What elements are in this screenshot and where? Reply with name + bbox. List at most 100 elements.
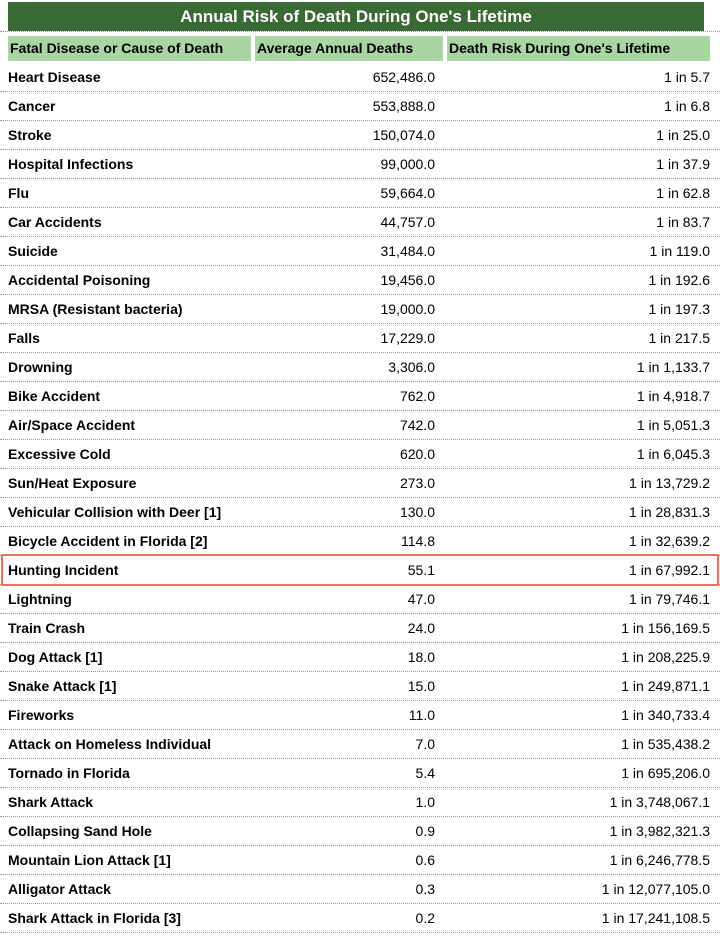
cause-cell: Shark Attack in Florida [3] xyxy=(8,910,181,926)
title-section: Annual Risk of Death During One's Lifeti… xyxy=(0,0,720,32)
cause-cell: Falls xyxy=(8,330,40,346)
cause-cell: Vehicular Collision with Deer [1] xyxy=(8,504,222,520)
deaths-cell: 15.0 xyxy=(407,678,435,694)
column-header-cause: Fatal Disease or Cause of Death xyxy=(8,36,251,61)
risk-cell: 1 in 32,639.2 xyxy=(629,533,710,549)
cause-cell: Suicide xyxy=(8,243,58,259)
risk-cell: 1 in 535,438.2 xyxy=(621,736,710,752)
table-row: Alligator Attack 0.3 1 in 12,077,105.0 xyxy=(0,875,720,904)
risk-cell: 1 in 119.0 xyxy=(649,243,710,259)
table-row: Stroke 150,074.0 1 in 25.0 xyxy=(0,121,720,150)
table-row: Attack on Homeless Individual 7.0 1 in 5… xyxy=(0,730,720,759)
deaths-cell: 620.0 xyxy=(399,446,435,462)
table-row: Shark Attack in Florida [3] 0.2 1 in 17,… xyxy=(0,904,720,933)
deaths-cell: 553,888.0 xyxy=(372,98,435,114)
table-row: Air/Space Accident 742.0 1 in 5,051.3 xyxy=(0,411,720,440)
deaths-cell: 31,484.0 xyxy=(380,243,436,259)
cause-cell: Lightning xyxy=(8,591,72,607)
table-row: Flu 59,664.0 1 in 62.8 xyxy=(0,179,720,208)
deaths-cell: 59,664.0 xyxy=(380,185,436,201)
cause-cell: Drowning xyxy=(8,359,73,375)
risk-cell: 1 in 249,871.1 xyxy=(621,678,710,694)
deaths-cell: 7.0 xyxy=(415,736,435,752)
risk-cell: 1 in 1,133.7 xyxy=(636,359,710,375)
table-row: Tornado in Florida 5.4 1 in 695,206.0 xyxy=(0,759,720,788)
risk-cell: 1 in 208,225.9 xyxy=(621,649,710,665)
risk-cell: 1 in 192.6 xyxy=(648,272,711,288)
cause-cell: Hospital Infections xyxy=(8,156,134,172)
risk-cell: 1 in 6,246,778.5 xyxy=(609,852,710,868)
risk-cell: 1 in 3,748,067.1 xyxy=(609,794,710,810)
cause-cell: Tornado in Florida xyxy=(8,765,130,781)
table-row: Falls 17,229.0 1 in 217.5 xyxy=(0,324,720,353)
cause-cell: Dog Attack [1] xyxy=(8,649,103,665)
cause-cell: Excessive Cold xyxy=(8,446,111,462)
cause-cell: Train Crash xyxy=(8,620,86,636)
deaths-cell: 0.9 xyxy=(415,823,435,839)
table-row: Suicide 31,484.0 1 in 119.0 xyxy=(0,237,720,266)
table-row: Snake Attack [1] 15.0 1 in 249,871.1 xyxy=(0,672,720,701)
cause-cell: Air/Space Accident xyxy=(8,417,136,433)
risk-cell: 1 in 6,045.3 xyxy=(636,446,710,462)
cause-cell: Attack on Homeless Individual xyxy=(8,736,212,752)
deaths-cell: 0.2 xyxy=(415,910,435,926)
risk-cell: 1 in 25.0 xyxy=(656,127,710,143)
deaths-cell: 652,486.0 xyxy=(372,69,435,85)
table-row: MRSA (Resistant bacteria) 19,000.0 1 in … xyxy=(0,295,720,324)
table-row: Lightning 47.0 1 in 79,746.1 xyxy=(0,585,720,614)
table-row: Excessive Cold 620.0 1 in 6,045.3 xyxy=(0,440,720,469)
column-header-risk: Death Risk During One's Lifetime xyxy=(447,36,710,61)
table-title: Annual Risk of Death During One's Lifeti… xyxy=(8,2,704,31)
cause-cell: Heart Disease xyxy=(8,69,101,85)
column-header-deaths: Average Annual Deaths xyxy=(255,36,443,61)
risk-cell: 1 in 28,831.3 xyxy=(629,504,710,520)
risk-cell: 1 in 4,918.7 xyxy=(636,388,710,404)
cause-cell: MRSA (Resistant bacteria) xyxy=(8,301,183,317)
table-header: Fatal Disease or Cause of Death Average … xyxy=(8,36,712,61)
deaths-cell: 114.8 xyxy=(401,533,435,549)
deaths-cell: 150,074.0 xyxy=(372,127,435,143)
deaths-cell: 99,000.0 xyxy=(380,156,436,172)
table-row: Sun/Heat Exposure 273.0 1 in 13,729.2 xyxy=(0,469,720,498)
risk-cell: 1 in 695,206.0 xyxy=(621,765,710,781)
cause-cell: Mountain Lion Attack [1] xyxy=(8,852,171,868)
risk-cell: 1 in 79,746.1 xyxy=(629,591,710,607)
table-row: Accidental Poisoning 19,456.0 1 in 192.6 xyxy=(0,266,720,295)
table-row: Bicycle Accident in Florida [2] 114.8 1 … xyxy=(0,527,720,556)
deaths-cell: 19,000.0 xyxy=(380,301,436,317)
table-row: Dog Attack [1] 18.0 1 in 208,225.9 xyxy=(0,643,720,672)
deaths-cell: 18.0 xyxy=(407,649,435,665)
cause-cell: Accidental Poisoning xyxy=(8,272,151,288)
deaths-cell: 44,757.0 xyxy=(380,214,436,230)
risk-cell: 1 in 6.8 xyxy=(664,98,710,114)
deaths-cell: 130.0 xyxy=(399,504,435,520)
deaths-cell: 5.4 xyxy=(415,765,435,781)
deaths-cell: 11.0 xyxy=(408,707,435,723)
cause-cell: Hunting Incident xyxy=(8,562,119,578)
cause-cell: Shark Attack xyxy=(8,794,94,810)
risk-cell: 1 in 5.7 xyxy=(664,69,710,85)
risk-cell: 1 in 17,241,108.5 xyxy=(601,910,710,926)
table-row: Shark Attack 1.0 1 in 3,748,067.1 xyxy=(0,788,720,817)
cause-cell: Fireworks xyxy=(8,707,75,723)
cause-cell: Alligator Attack xyxy=(8,881,111,897)
risk-cell: 1 in 67,992.1 xyxy=(629,562,710,578)
risk-cell: 1 in 5,051.3 xyxy=(636,417,710,433)
risk-cell: 1 in 217.5 xyxy=(648,330,711,346)
deaths-cell: 47.0 xyxy=(407,591,435,607)
risk-cell: 1 in 13,729.2 xyxy=(629,475,710,491)
cause-cell: Car Accidents xyxy=(8,214,102,230)
table-row: Train Crash 24.0 1 in 156,169.5 xyxy=(0,614,720,643)
cause-cell: Bike Accident xyxy=(8,388,101,404)
table-row: Collapsing Sand Hole 0.9 1 in 3,982,321.… xyxy=(0,817,720,846)
table-row: Hospital Infections 99,000.0 1 in 37.9 xyxy=(0,150,720,179)
deaths-cell: 1.0 xyxy=(415,794,435,810)
deaths-cell: 24.0 xyxy=(407,620,435,636)
table-row: Mountain Lion Attack [1] 0.6 1 in 6,246,… xyxy=(0,846,720,875)
deaths-cell: 0.6 xyxy=(415,852,435,868)
risk-cell: 1 in 12,077,105.0 xyxy=(601,881,710,897)
cause-cell: Collapsing Sand Hole xyxy=(8,823,152,839)
risk-cell: 1 in 83.7 xyxy=(656,214,710,230)
risk-cell: 1 in 340,733.4 xyxy=(621,707,710,723)
